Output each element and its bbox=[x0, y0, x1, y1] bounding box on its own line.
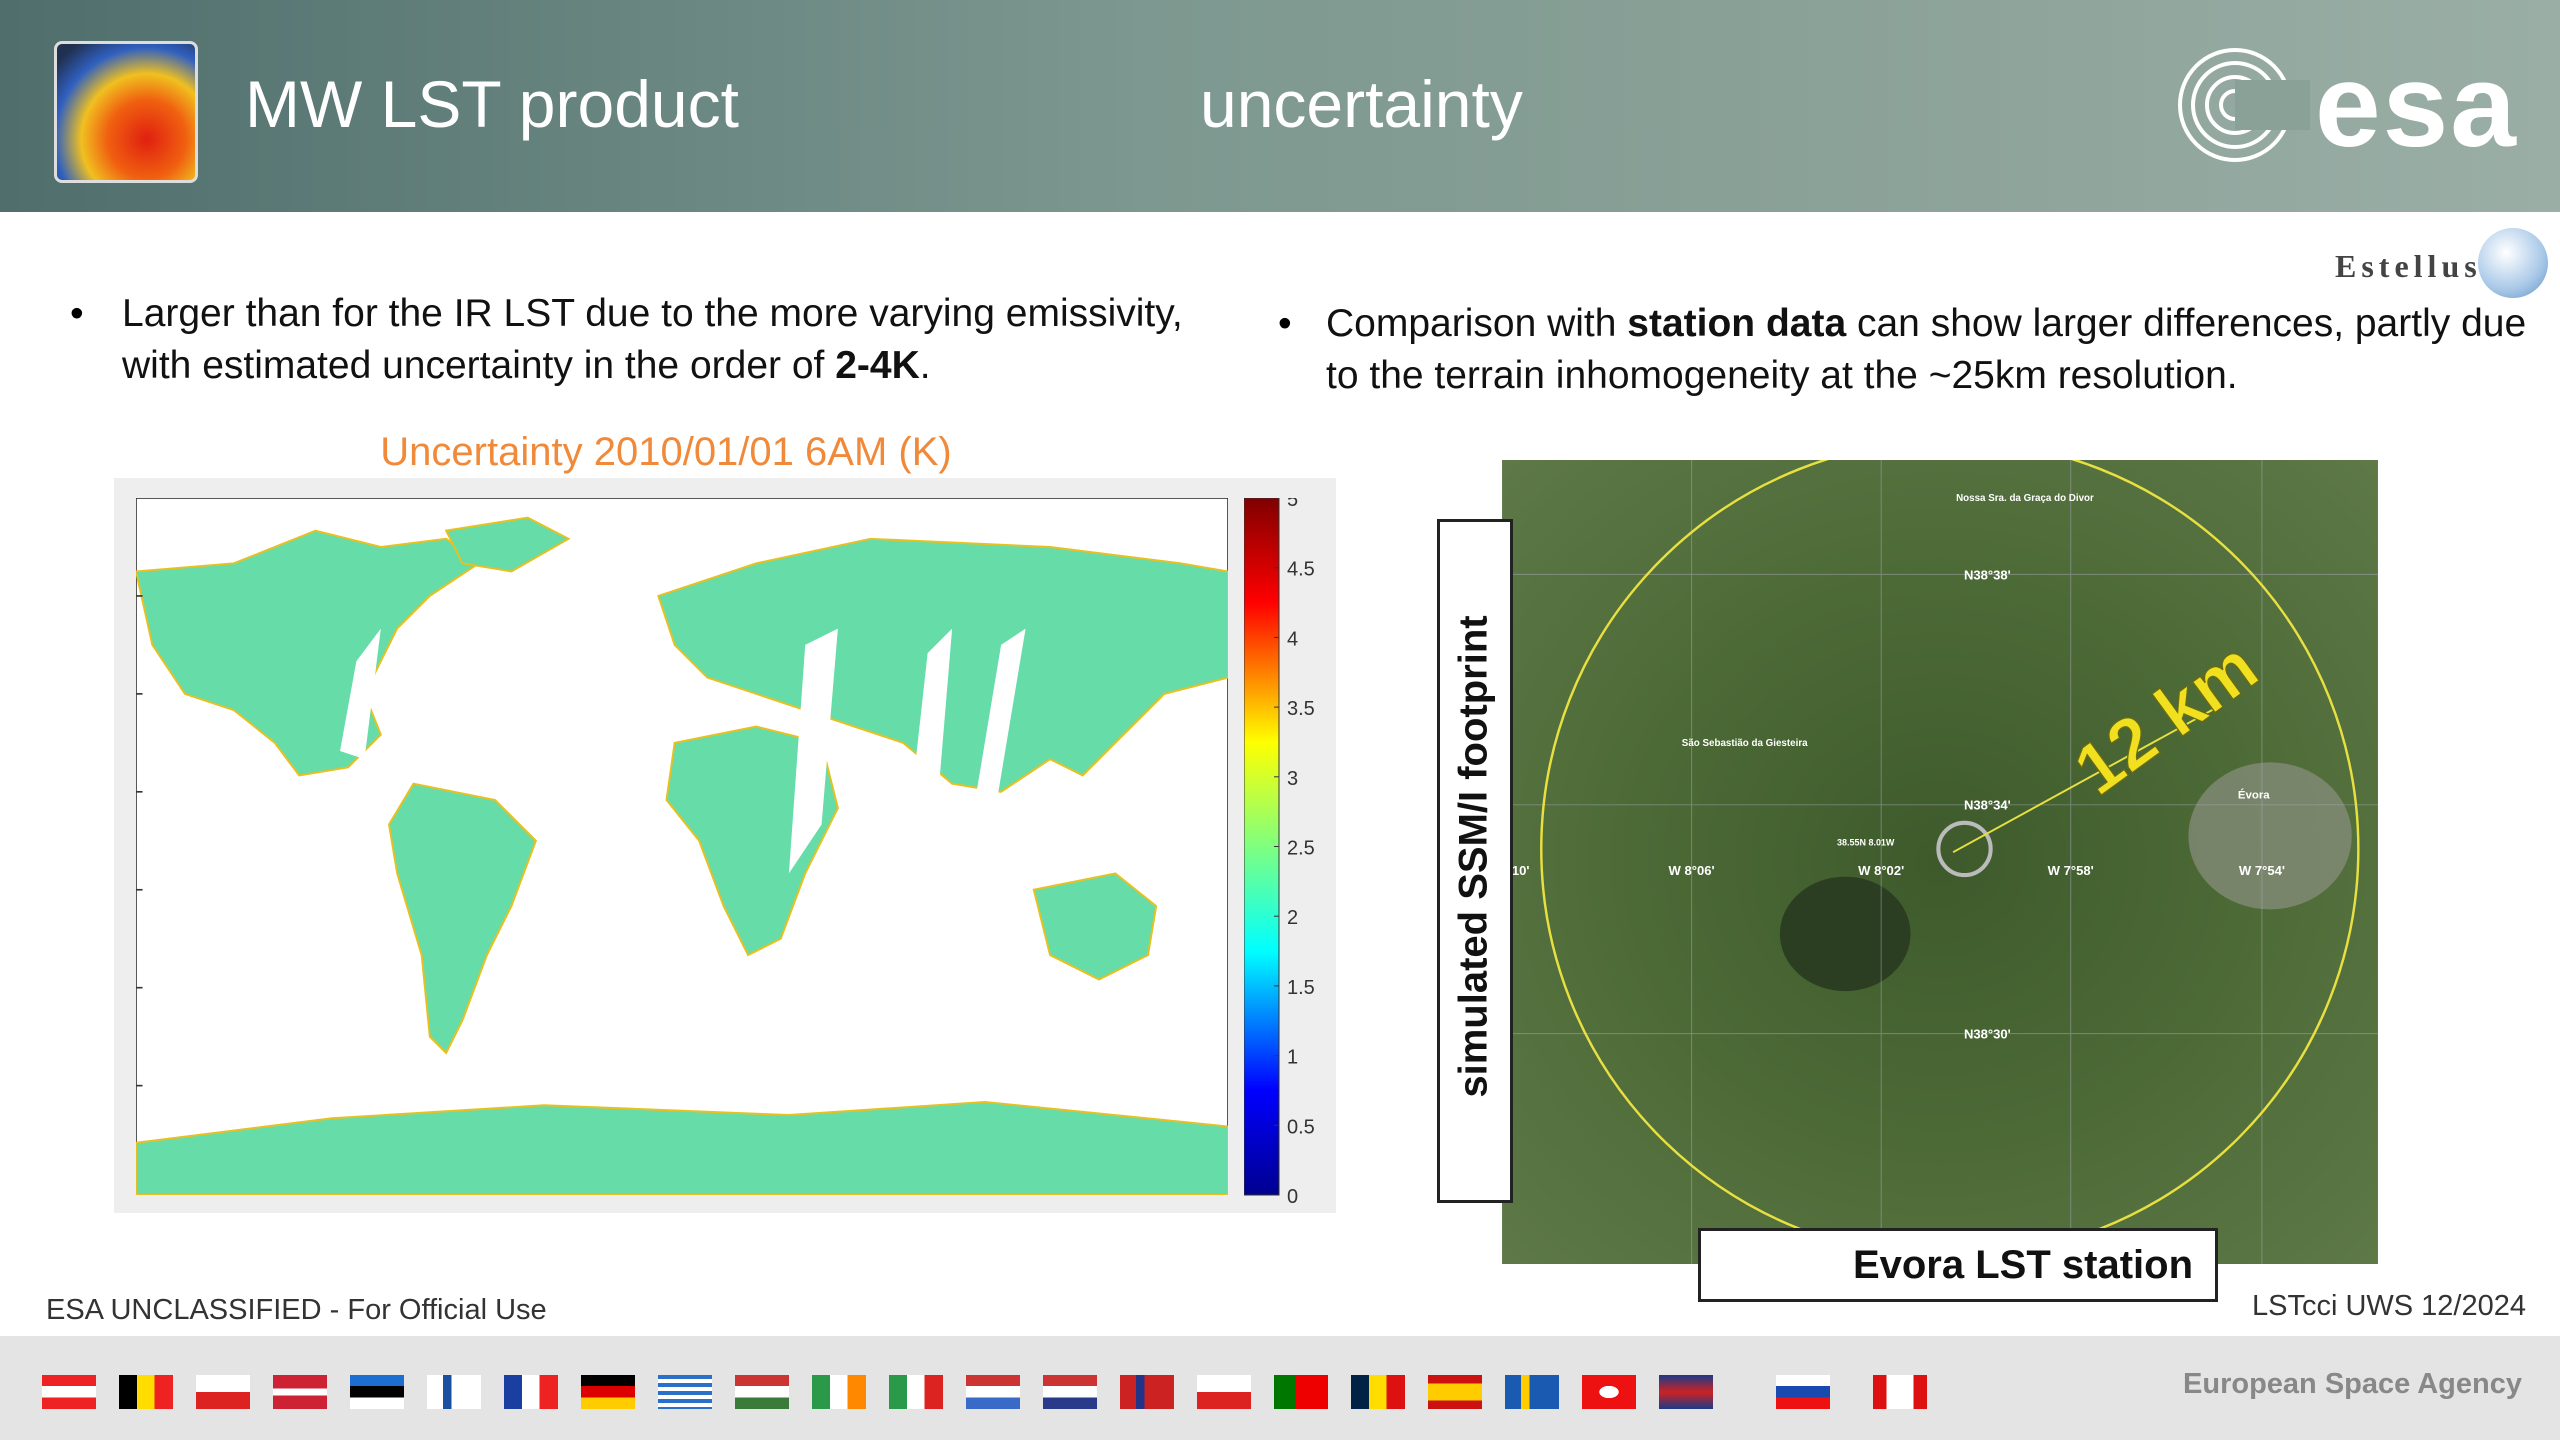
header-banner bbox=[0, 0, 2560, 212]
flag bbox=[1582, 1375, 1636, 1409]
map-label: W 7°58' bbox=[2048, 863, 2094, 878]
header-title: MW LST product bbox=[245, 67, 739, 141]
esa-logo: esa bbox=[2315, 40, 2518, 172]
colorbar-tick-label: 2.5 bbox=[1287, 838, 1315, 860]
footprint-box bbox=[1437, 519, 1513, 1203]
colorbar-tick-label: 0 bbox=[1287, 1186, 1298, 1208]
colorbar-tick-label: 5 bbox=[1287, 498, 1298, 511]
flag bbox=[966, 1375, 1020, 1409]
text: Comparison with bbox=[1326, 302, 1628, 345]
map-label: N38°34' bbox=[1964, 798, 2011, 813]
map-label: 38.55N 8.01W bbox=[1837, 838, 1895, 848]
partner-logo: Estellus bbox=[2335, 248, 2482, 284]
colorbar-tick-label: 1.5 bbox=[1287, 977, 1315, 999]
flag bbox=[1043, 1375, 1097, 1409]
colorbar-tick-label: 2 bbox=[1287, 907, 1298, 929]
map-label: W 7°54' bbox=[2239, 863, 2285, 878]
map-label: Nossa Sra. da Graça do Divor bbox=[1956, 493, 2094, 504]
flag bbox=[350, 1375, 404, 1409]
satellite-map: Nossa Sra. da Graça do Divor N38°38' São S… bbox=[1502, 460, 2378, 1264]
colorbar-tick-label: 4.5 bbox=[1287, 559, 1315, 581]
colorbar: 0 0.5 1 1.5 2 2.5 3 3.5 4 4.5 5 bbox=[1244, 498, 1315, 1208]
bullet-text: Comparison with station data can show la… bbox=[1326, 298, 2546, 402]
colorbar-tick-label: 1 bbox=[1287, 1047, 1298, 1069]
event-label: LSTcci UWS 12/2024 bbox=[2251, 1290, 2526, 1322]
flag bbox=[1120, 1375, 1174, 1409]
flag bbox=[273, 1375, 327, 1409]
flag bbox=[1274, 1375, 1328, 1409]
flag bbox=[1659, 1375, 1713, 1409]
flag bbox=[735, 1375, 789, 1409]
figure-title: Uncertainty 2010/01/01 6AM (K) bbox=[316, 430, 1016, 475]
esa-swirl bbox=[2178, 48, 2310, 162]
world-map bbox=[136, 498, 1228, 1195]
text: can show larger differences, partly due … bbox=[1326, 302, 2527, 397]
footprint-label: simulated SSM/I footprint bbox=[1451, 615, 1496, 1098]
bold-text: 2-4K bbox=[835, 344, 920, 387]
flag bbox=[889, 1375, 943, 1409]
flag bbox=[1776, 1375, 1830, 1409]
partner-globe bbox=[2478, 228, 2548, 298]
station-label: Evora LST station bbox=[1698, 1228, 2218, 1302]
bold-text: station data bbox=[1627, 302, 1847, 345]
map-label: 10' bbox=[1512, 863, 1530, 878]
text: Larger than for the IR LST due to the mo… bbox=[122, 292, 1183, 387]
flag bbox=[427, 1375, 481, 1409]
map-label: N38°38' bbox=[1964, 567, 2011, 582]
header-subtitle: uncertainty bbox=[1200, 67, 1523, 141]
flag bbox=[196, 1375, 250, 1409]
bullet-dot: • bbox=[1278, 302, 1292, 345]
flag bbox=[504, 1375, 558, 1409]
bullet-text: Larger than for the IR LST due to the mo… bbox=[122, 288, 1262, 392]
station-text: Evora LST station bbox=[1852, 1243, 2193, 1287]
bullet-dot: • bbox=[70, 292, 84, 335]
map-label: Évora bbox=[2238, 788, 2270, 801]
flag bbox=[1197, 1375, 1251, 1409]
colorbar-tick-label: 0.5 bbox=[1287, 1116, 1315, 1138]
colorbar-tick-label: 3.5 bbox=[1287, 698, 1315, 720]
map-label: São Sebastião da Giesteira bbox=[1682, 738, 1808, 749]
flag bbox=[1873, 1375, 1927, 1409]
flag bbox=[1351, 1375, 1405, 1409]
product-logo bbox=[54, 41, 198, 183]
classification: ESA UNCLASSIFIED - For Official Use bbox=[46, 1294, 547, 1326]
colorbar-tick-label: 3 bbox=[1287, 768, 1298, 790]
colorbar-tick-label: 4 bbox=[1287, 628, 1298, 650]
flag bbox=[581, 1375, 635, 1409]
flag bbox=[658, 1375, 712, 1409]
map-label: W 8°02' bbox=[1858, 863, 1904, 878]
flag bbox=[42, 1375, 96, 1409]
map-label: W 8°06' bbox=[1669, 863, 1715, 878]
text: . bbox=[919, 344, 931, 387]
agency-label: European Space Agency bbox=[2183, 1368, 2522, 1400]
map-label: N38°30' bbox=[1964, 1026, 2011, 1041]
flag bbox=[119, 1375, 173, 1409]
flag bbox=[1505, 1375, 1559, 1409]
flag bbox=[812, 1375, 866, 1409]
flag bbox=[1428, 1375, 1482, 1409]
